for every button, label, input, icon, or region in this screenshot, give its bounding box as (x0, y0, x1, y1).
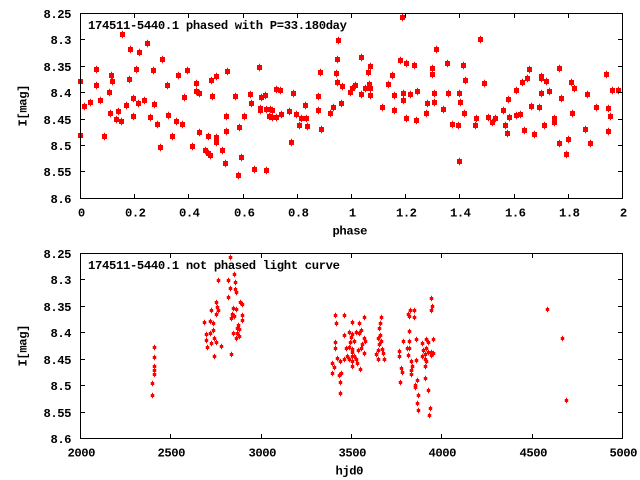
svg-text:8.4: 8.4 (51, 327, 72, 341)
svg-text:8.55: 8.55 (44, 166, 72, 180)
svg-text:8.35: 8.35 (44, 61, 72, 75)
svg-text:174511-5440.1 phased with P=33: 174511-5440.1 phased with P=33.180day (88, 19, 348, 33)
svg-text:1.6: 1.6 (505, 206, 526, 220)
svg-text:8.45: 8.45 (44, 354, 72, 368)
svg-text:8.6: 8.6 (51, 193, 72, 207)
svg-text:0.6: 0.6 (234, 206, 255, 220)
svg-text:1.8: 1.8 (559, 206, 580, 220)
svg-text:0.8: 0.8 (288, 206, 309, 220)
svg-text:0: 0 (78, 206, 85, 220)
svg-text:I[mag]: I[mag] (17, 325, 31, 367)
svg-text:8.25: 8.25 (44, 248, 72, 262)
svg-text:8.55: 8.55 (44, 407, 72, 421)
svg-text:hjd0: hjd0 (336, 465, 364, 479)
svg-text:8.4: 8.4 (51, 87, 72, 101)
svg-text:8.3: 8.3 (51, 34, 72, 48)
svg-text:2: 2 (620, 206, 627, 220)
svg-text:1.4: 1.4 (450, 206, 471, 220)
svg-text:174511-5440.1 not phased light: 174511-5440.1 not phased light curve (88, 259, 340, 273)
svg-text:2500: 2500 (158, 446, 186, 460)
svg-text:8.25: 8.25 (44, 8, 72, 22)
svg-text:0.4: 0.4 (179, 206, 200, 220)
svg-text:1: 1 (349, 206, 356, 220)
svg-text:5000: 5000 (610, 446, 638, 460)
svg-text:8.6: 8.6 (51, 433, 72, 447)
svg-text:3000: 3000 (249, 446, 277, 460)
svg-text:I[mag]: I[mag] (17, 85, 31, 127)
svg-text:2000: 2000 (68, 446, 96, 460)
svg-text:0.2: 0.2 (125, 206, 146, 220)
svg-text:3500: 3500 (339, 446, 367, 460)
svg-text:8.5: 8.5 (51, 380, 72, 394)
svg-text:4000: 4000 (429, 446, 457, 460)
svg-text:1.2: 1.2 (396, 206, 417, 220)
svg-text:4500: 4500 (520, 446, 548, 460)
svg-text:phase: phase (333, 225, 368, 239)
svg-text:8.35: 8.35 (44, 301, 72, 315)
svg-text:8.3: 8.3 (51, 274, 72, 288)
svg-text:8.45: 8.45 (44, 114, 72, 128)
svg-text:8.5: 8.5 (51, 140, 72, 154)
